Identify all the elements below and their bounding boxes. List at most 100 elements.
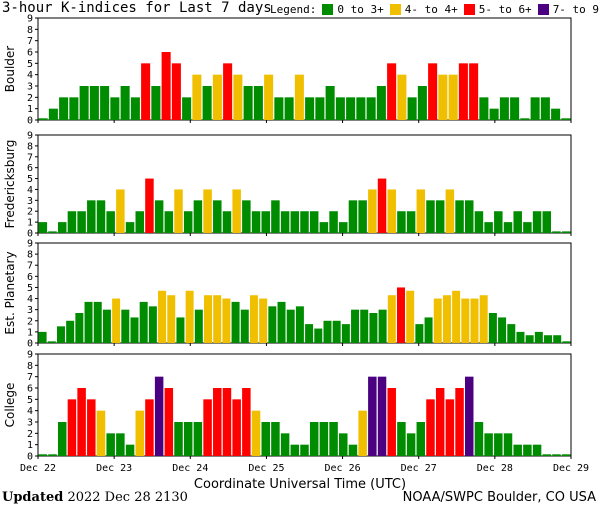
kindex-bar (261, 211, 270, 233)
kindex-bar (415, 324, 424, 343)
footer-updated: Updated 2022 Dec 28 2130 (2, 490, 188, 505)
kindex-bar (314, 328, 323, 343)
updated-label: Updated (2, 490, 64, 505)
kindex-bar (264, 74, 274, 120)
kindex-bar (121, 309, 130, 343)
kindex-bar (396, 287, 405, 343)
kindex-bar (534, 331, 543, 343)
kindex-bar (77, 388, 86, 456)
kindex-bar (203, 189, 212, 233)
y-tick-label: 3 (27, 196, 33, 207)
kindex-bar (67, 399, 77, 456)
kindex-bar (561, 454, 571, 456)
kindex-bar (242, 388, 251, 456)
kindex-bar (271, 200, 280, 233)
kindex-bar (89, 86, 99, 120)
legend-swatch-green (322, 4, 334, 15)
kindex-bar (286, 309, 295, 343)
kindex-bar (158, 290, 167, 343)
kindex-bar (59, 97, 69, 120)
kindex-bar (348, 444, 358, 456)
kindex-bar (325, 86, 335, 120)
kindex-bar (223, 63, 233, 120)
kindex-bar (309, 211, 319, 233)
kindex-bar (75, 313, 84, 343)
kindex-bar (339, 433, 348, 456)
kindex-bar (268, 306, 277, 343)
kindex-bar (377, 178, 387, 233)
kindex-bar (47, 341, 56, 343)
kindex-bar (465, 376, 474, 456)
kindex-bar (125, 444, 135, 456)
kindex-bar (96, 410, 106, 456)
y-tick-label: 2 (27, 429, 33, 440)
kindex-bar (561, 118, 571, 120)
y-tick-label: 2 (27, 316, 33, 327)
y-tick-label: 5 (27, 59, 33, 70)
kindex-bar (222, 388, 232, 456)
kindex-bar (442, 295, 451, 343)
kindex-bar (455, 388, 464, 456)
kindex-bar (438, 74, 448, 120)
legend-item-yellow: 4- to 4+ (389, 3, 458, 16)
kindex-bar (406, 433, 416, 456)
kindex-bar (213, 388, 222, 456)
kindex-bar (465, 200, 474, 233)
kindex-bar (458, 63, 468, 120)
kindex-bar (445, 399, 455, 456)
kindex-bar (351, 309, 360, 343)
y-tick-label: 9 (27, 239, 33, 250)
y-tick-label: 0 (27, 339, 33, 350)
y-tick-label: 1 (27, 440, 33, 451)
kindex-bar (474, 211, 484, 233)
x-tick-label: Dec 25 (248, 463, 284, 474)
kindex-bar (48, 108, 58, 120)
y-tick-label: 2 (27, 93, 33, 104)
kindex-bar (213, 200, 222, 233)
kindex-bar (335, 97, 345, 120)
kindex-bar (305, 324, 314, 343)
kindex-bar (87, 399, 96, 456)
kindex-bar (116, 189, 125, 233)
kindex-bar (271, 422, 280, 456)
kindex-bar (79, 86, 89, 120)
kindex-bar (38, 222, 48, 233)
kindex-bar (417, 86, 427, 120)
kindex-bar (130, 317, 139, 343)
y-tick-label: 8 (27, 361, 33, 372)
kindex-bar (513, 211, 522, 233)
y-tick-label: 3 (27, 418, 33, 429)
kindex-bar (212, 74, 222, 120)
legend: Legend: 0 to 3+ 4- to 4+ 5- to 6+ 7- to … (270, 3, 599, 16)
kindex-bar (507, 324, 516, 343)
kindex-bar (499, 97, 509, 120)
kindex-bar (387, 189, 396, 233)
kindex-bar (551, 108, 561, 120)
kindex-bar (222, 211, 232, 233)
y-tick-label: 9 (27, 14, 33, 25)
legend-swatch-red (463, 4, 475, 15)
y-tick-label: 5 (27, 174, 33, 185)
kindex-bar (348, 200, 358, 233)
kindex-bar (231, 301, 240, 343)
kindex-bar (148, 306, 157, 343)
kindex-bar (494, 433, 503, 456)
kindex-bar (356, 97, 366, 120)
x-axis-label: Coordinate Universal Time (UTC) (193, 477, 407, 492)
kindex-bar (461, 298, 470, 343)
kindex-bar (452, 290, 461, 343)
kindex-bar (251, 211, 261, 233)
y-tick-label: 0 (27, 452, 33, 463)
kindex-bar (38, 331, 47, 343)
kindex-bar (139, 301, 148, 343)
kindex-bar (397, 74, 407, 120)
kindex-bar (488, 313, 497, 343)
kindex-bar (145, 178, 154, 233)
kindex-bar (368, 189, 377, 233)
kindex-bar (96, 200, 106, 233)
kindex-bar (484, 433, 493, 456)
y-tick-label: 8 (27, 25, 33, 36)
kindex-bar (145, 399, 154, 456)
x-tick-label: Dec 22 (20, 463, 56, 474)
